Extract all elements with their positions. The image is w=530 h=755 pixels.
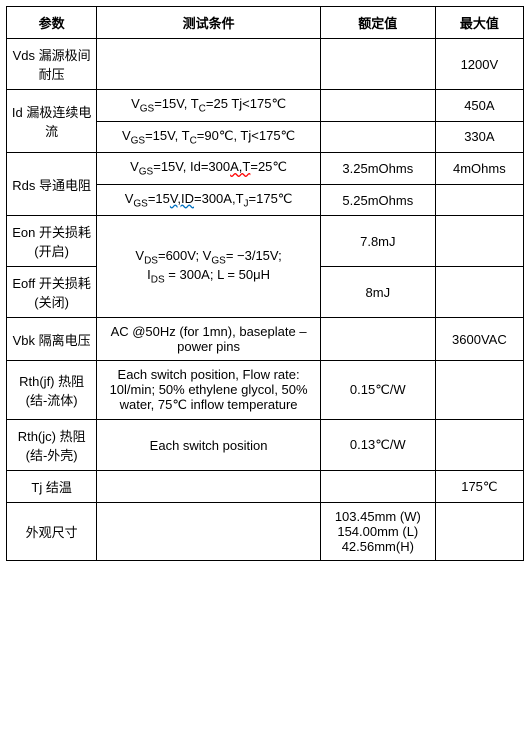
text-seg: =300A,T [194,191,244,206]
cell-vbk-param: Vbk 隔离电压 [7,318,97,361]
wavy-text: V,ID [170,191,194,206]
header-cond: 测试条件 [97,7,321,39]
sub-c: C [190,135,197,146]
cell-dim-rated: 103.45mm (W) 154.00mm (L) 42.56mm(H) [320,503,435,561]
cell-vds-param: Vds 漏源极间耐压 [7,39,97,90]
cell-id-param: Id 漏极连续电流 [7,90,97,153]
cell-dim-cond [97,503,321,561]
text-seg: V [131,96,140,111]
cell-rthjc-rated: 0.13℃/W [320,420,435,471]
header-max: 最大值 [435,7,523,39]
row-rds-1: Rds 导通电阻 VGS=15V, Id=300A,T=25℃ 3.25mOhm… [7,153,524,185]
text-seg: =600V; V [158,248,211,263]
row-vds: Vds 漏源极间耐压 1200V [7,39,524,90]
cell-rthjf-max [435,361,523,420]
sub-ds: DS [144,256,158,267]
text-seg: =175℃ [249,191,293,206]
header-param: 参数 [7,7,97,39]
cell-tj-cond [97,471,321,503]
cell-id-cond1: VGS=15V, TC=25 Tj<175℃ [97,90,321,122]
wavy-text: A,T [230,159,250,174]
cell-rds-param: Rds 导通电阻 [7,153,97,216]
row-tj: Tj 结温 175℃ [7,471,524,503]
cell-rthjc-cond: Each switch position [97,420,321,471]
row-dim: 外观尺寸 103.45mm (W) 154.00mm (L) 42.56mm(H… [7,503,524,561]
cell-id-cond2: VGS=15V, TC=90℃, Tj<175℃ [97,121,321,153]
cell-rthjc-max [435,420,523,471]
text-seg: = −3/15V; [226,248,282,263]
row-rthjf: Rth(jf) 热阻(结-流体) Each switch position, F… [7,361,524,420]
text-seg: V [135,248,144,263]
cell-dim-param: 外观尺寸 [7,503,97,561]
cell-id-max1: 450A [435,90,523,122]
sub-gs: GS [211,256,225,267]
cell-dim-max [435,503,523,561]
cell-id-rated1 [320,90,435,122]
sub-gs: GS [140,104,154,115]
sub-c: C [199,104,206,115]
spec-table: 参数 测试条件 额定值 最大值 Vds 漏源极间耐压 1200V Id 漏极连续… [6,6,524,561]
header-row: 参数 测试条件 额定值 最大值 [7,7,524,39]
cell-vbk-max: 3600VAC [435,318,523,361]
cell-rds-rated2: 5.25mOhms [320,184,435,216]
text-seg: =15 [148,191,170,206]
cell-eoff-max [435,267,523,318]
text-seg: =15V, Id=300 [153,159,230,174]
cell-vbk-cond: AC @50Hz (for 1mn), baseplate – power pi… [97,318,321,361]
cell-rthjf-rated: 0.15℃/W [320,361,435,420]
row-eon: Eon 开关损耗(开启) VDS=600V; VGS= −3/15V; IDS … [7,216,524,267]
cell-vds-rated [320,39,435,90]
cell-tj-rated [320,471,435,503]
header-rated: 额定值 [320,7,435,39]
sub-gs: GS [131,135,145,146]
cell-eon-param: Eon 开关损耗(开启) [7,216,97,267]
cell-rds-cond2: VGS=15V,ID=300A,TJ=175℃ [97,184,321,216]
row-rthjc: Rth(jc) 热阻(结-外壳) Each switch position 0.… [7,420,524,471]
cell-vds-max: 1200V [435,39,523,90]
text-seg: = 300A; L = 50μH [165,267,270,282]
sub-gs: GS [133,198,147,209]
cell-vds-cond [97,39,321,90]
text-seg: =25℃ [250,159,287,174]
cell-eoff-param: Eoff 开关损耗(关闭) [7,267,97,318]
text-seg: V [130,159,139,174]
cell-tj-max: 175℃ [435,471,523,503]
cell-eon-max [435,216,523,267]
text-seg: =15V, T [145,128,189,143]
cell-rds-max2 [435,184,523,216]
cell-rds-rated1: 3.25mOhms [320,153,435,185]
text-seg: =25 Tj<175℃ [206,96,286,111]
cell-eon-cond: VDS=600V; VGS= −3/15V; IDS = 300A; L = 5… [97,216,321,318]
sub-ds: DS [151,274,165,285]
cell-rthjc-param: Rth(jc) 热阻(结-外壳) [7,420,97,471]
cell-vbk-rated [320,318,435,361]
cell-rthjf-param: Rth(jf) 热阻(结-流体) [7,361,97,420]
cell-tj-param: Tj 结温 [7,471,97,503]
cell-rds-cond1: VGS=15V, Id=300A,T=25℃ [97,153,321,185]
row-vbk: Vbk 隔离电压 AC @50Hz (for 1mn), baseplate –… [7,318,524,361]
cell-id-max2: 330A [435,121,523,153]
cell-eoff-rated: 8mJ [320,267,435,318]
cell-rthjf-cond: Each switch position, Flow rate: 10l/min… [97,361,321,420]
cell-id-rated2 [320,121,435,153]
sub-gs: GS [139,167,153,178]
cell-rds-max1: 4mOhms [435,153,523,185]
text-seg: =90℃, Tj<175℃ [197,128,295,143]
cell-eon-rated: 7.8mJ [320,216,435,267]
text-seg: =15V, T [154,96,198,111]
row-id-1: Id 漏极连续电流 VGS=15V, TC=25 Tj<175℃ 450A [7,90,524,122]
text-seg: V [122,128,131,143]
